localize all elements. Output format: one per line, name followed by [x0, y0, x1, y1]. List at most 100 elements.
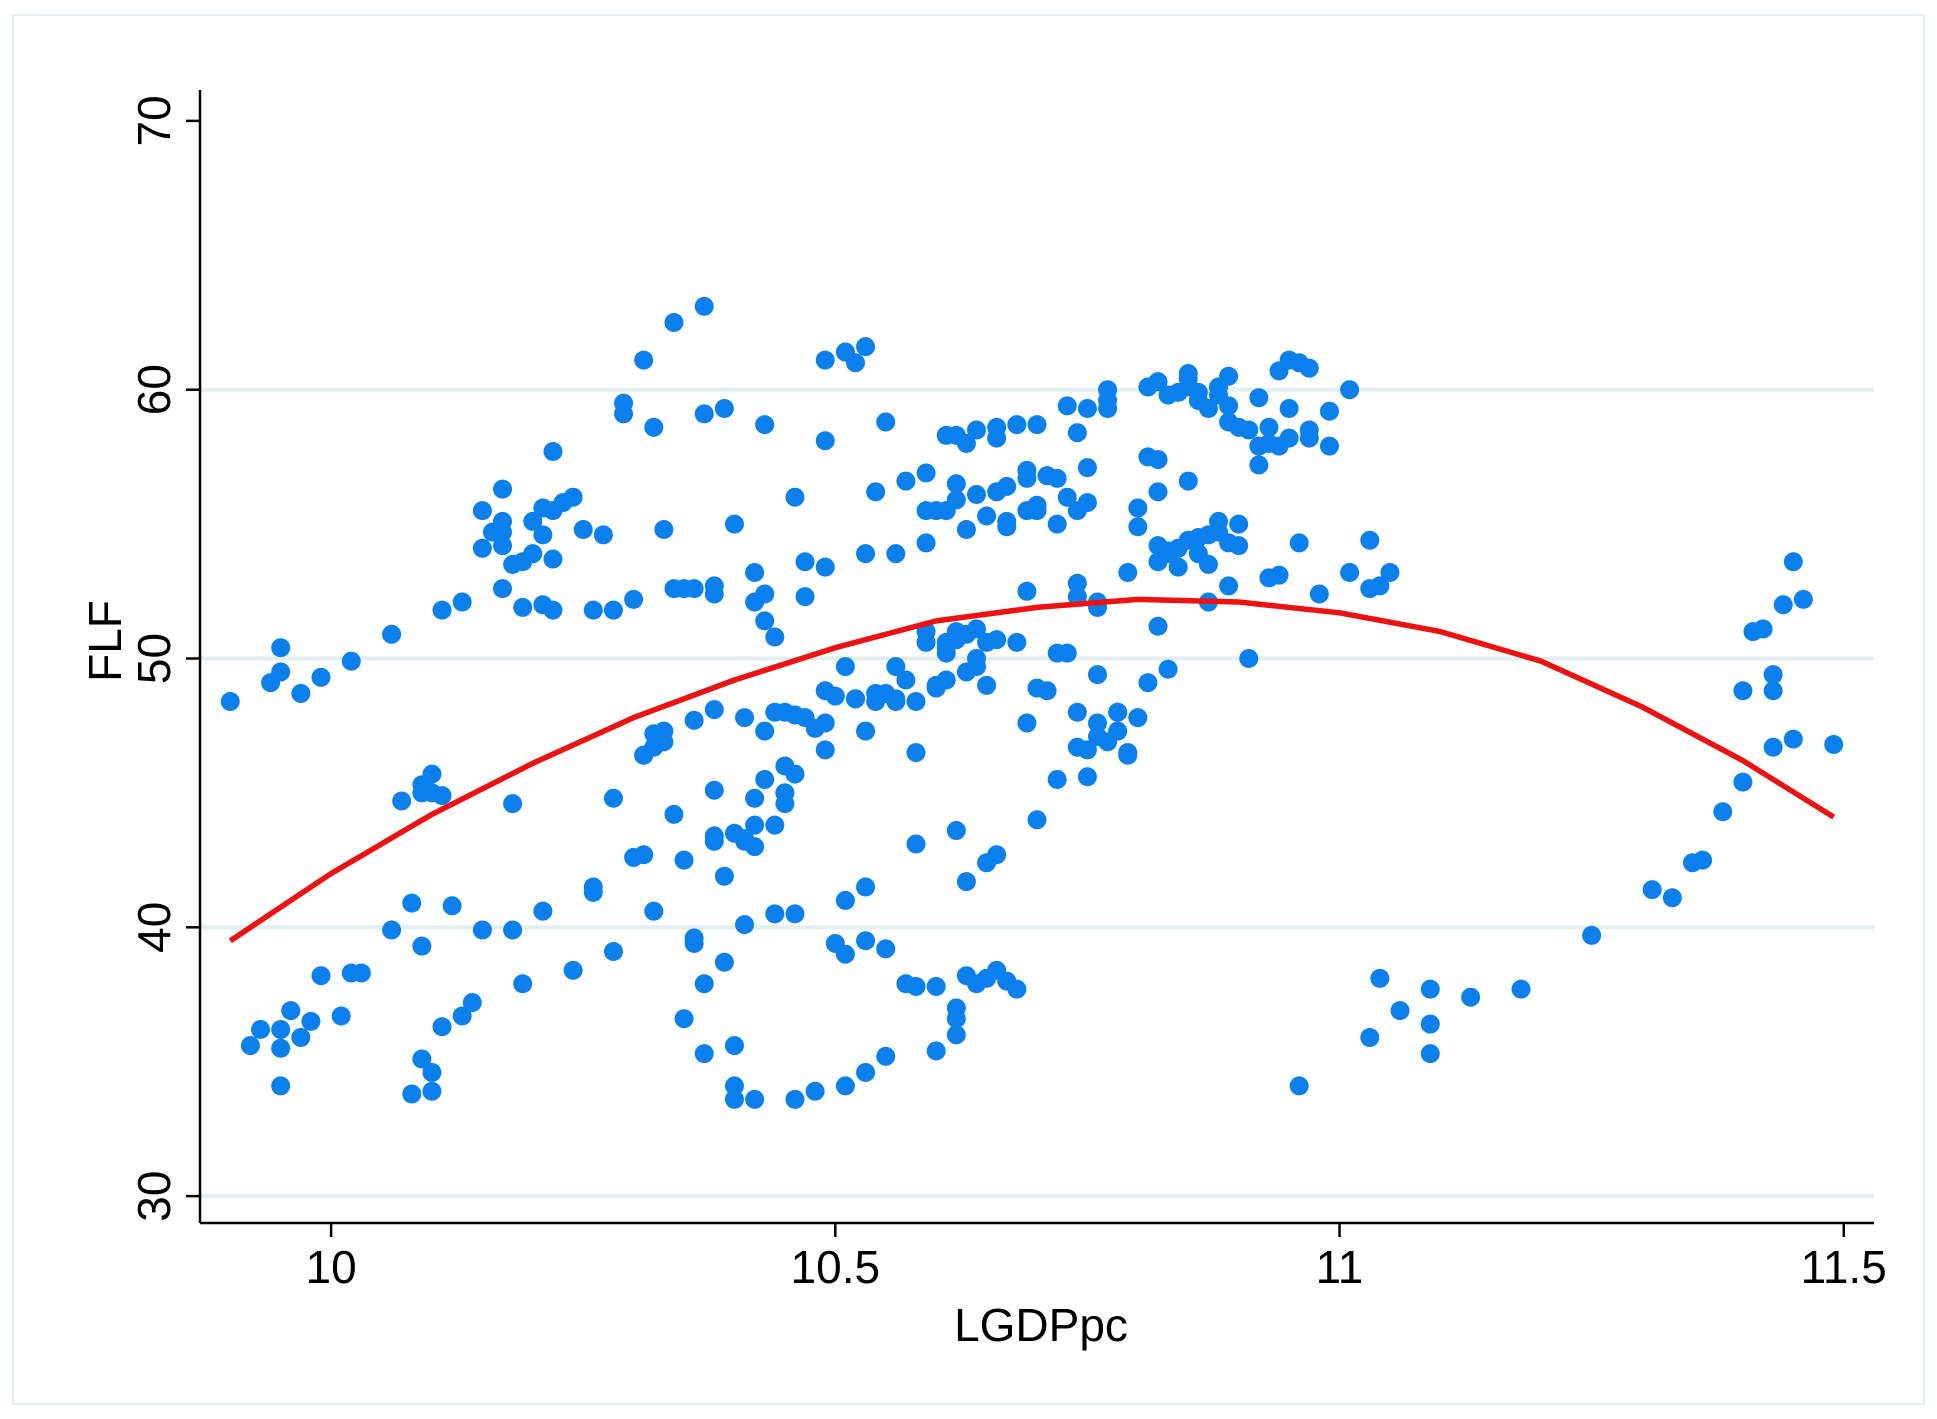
scatter-point-383	[1753, 619, 1773, 639]
scatter-point-335	[1229, 514, 1249, 534]
scatter-point-363	[1289, 1076, 1309, 1096]
scatter-point-90	[664, 312, 684, 332]
axes	[186, 90, 1874, 1237]
scatter-point-14	[311, 667, 331, 687]
scatter-point-228	[966, 420, 986, 440]
scatter-point-390	[1793, 589, 1813, 609]
scatter-point-108	[704, 780, 724, 800]
scatter-point-180	[876, 1046, 896, 1066]
scatter-point-148	[795, 587, 815, 607]
scatter-point-318	[1188, 382, 1208, 402]
scatter-point-13	[311, 966, 331, 986]
scatter-point-195	[916, 533, 936, 553]
scatter-point-266	[1057, 643, 1077, 663]
scatter-point-22	[402, 1084, 422, 1104]
scatter-point-118	[735, 708, 755, 728]
scatter-point-181	[886, 657, 906, 677]
scatter-point-246	[1007, 632, 1027, 652]
scatter-point-175	[866, 482, 886, 502]
scatter-point-155	[815, 350, 835, 370]
scatter-point-250	[1017, 468, 1037, 488]
scatter-point-260	[1047, 514, 1067, 534]
scatter-point-39	[472, 538, 492, 558]
fit-line	[228, 596, 1836, 944]
scatter-point-169	[856, 544, 876, 564]
scatter-point-154	[815, 431, 835, 451]
scatter-point-321	[1198, 399, 1218, 419]
scatter-point-100	[694, 296, 714, 316]
scatter-point-1	[240, 1036, 260, 1056]
scatter-point-109	[704, 826, 724, 846]
scatter-point-372	[1461, 987, 1481, 1007]
scatter-point-373	[1511, 979, 1531, 999]
scatter-point-337	[1239, 649, 1259, 668]
scatter-point-357	[1319, 401, 1339, 421]
scatter-point-21	[392, 791, 412, 811]
scatter-point-131	[755, 611, 775, 631]
scatter-point-386	[1763, 737, 1783, 757]
scatter-point-374	[1582, 925, 1602, 945]
scatter-point-34	[432, 1017, 452, 1037]
scatter-point-368	[1390, 1001, 1410, 1021]
scatter-point-140	[775, 783, 795, 803]
scatter-point-209	[946, 474, 966, 494]
y-tick-label-4: 70	[128, 95, 180, 146]
scatter-point-93	[674, 850, 694, 870]
scatter-point-107	[704, 576, 724, 596]
scatter-point-379	[1713, 802, 1733, 822]
scatter-point-132	[755, 721, 775, 741]
scatter-point-278	[1088, 665, 1108, 685]
scatter-point-146	[785, 1089, 805, 1109]
scatter-plot: 30 40 50 60 70 10 10.5 11 11.5 LGDPpc FLF	[79, 90, 1887, 1351]
scatter-point-193	[916, 463, 936, 483]
scatter-point-172	[856, 877, 876, 897]
scatter-point-188	[906, 743, 926, 763]
scatter-point-163	[835, 657, 855, 677]
x-tick-label-1: 10.5	[791, 1241, 881, 1293]
scatter-point-197	[926, 976, 946, 996]
scatter-point-110	[714, 866, 734, 886]
scatter-point-92	[664, 804, 684, 824]
scatter-point-186	[896, 471, 916, 491]
scatter-point-387	[1773, 595, 1793, 615]
scatter-point-273	[1077, 399, 1097, 419]
scatter-point-311	[1168, 557, 1188, 577]
scatter-point-274	[1077, 458, 1097, 478]
scatter-point-293	[1128, 498, 1148, 518]
scatter-point-302	[1148, 482, 1168, 502]
scatter-point-184	[886, 689, 906, 709]
scatter-point-168	[856, 337, 876, 357]
scatter-point-299	[1148, 372, 1168, 392]
scatter-point-201	[926, 1041, 946, 1061]
scatter-point-50	[503, 920, 523, 940]
scatter-point-41	[472, 920, 492, 940]
scatter-point-85	[644, 417, 664, 437]
scatter-point-217	[956, 872, 976, 892]
scatter-point-28	[422, 764, 442, 784]
scatter-point-117	[724, 1076, 744, 1096]
scatter-point-125	[745, 837, 765, 857]
scatter-point-72	[603, 942, 623, 962]
scatter-point-304	[1148, 616, 1168, 636]
scatter-point-24	[412, 936, 432, 956]
scatter-point-5	[271, 638, 291, 658]
scatter-point-71	[593, 525, 613, 545]
scatter-point-244	[1007, 979, 1027, 999]
scatter-point-323	[1198, 554, 1218, 574]
scatter-point-97	[684, 710, 704, 730]
scatter-point-62	[543, 442, 563, 462]
scatter-point-344	[1259, 417, 1279, 437]
scatter-point-269	[1067, 702, 1087, 722]
scatter-point-47	[493, 522, 513, 542]
scatter-point-54	[523, 544, 543, 564]
scatter-point-371	[1420, 1044, 1440, 1064]
scatter-point-280	[1088, 713, 1108, 733]
scatter-point-329	[1219, 366, 1239, 386]
scatter-point-338	[1239, 420, 1259, 440]
scatter-point-10	[291, 683, 311, 703]
scatter-point-124	[745, 1089, 765, 1109]
scatter-point-391	[1824, 735, 1844, 755]
scatter-point-65	[563, 960, 583, 980]
scatter-point-196	[916, 632, 936, 652]
y-tick-label-1: 40	[128, 902, 180, 953]
